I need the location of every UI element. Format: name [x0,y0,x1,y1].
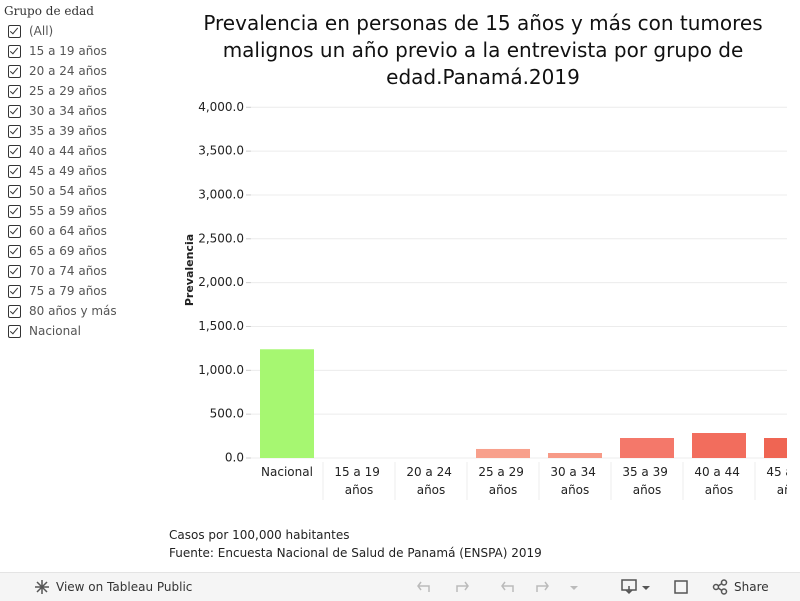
x-tick-label: Nacional [261,465,313,479]
share-icon [712,579,728,595]
x-tick-label: 20 a 24 años [406,465,455,497]
checkbox[interactable] [8,164,21,178]
filter-item-label: 25 a 29 años [29,84,107,98]
filter-item-label: 40 a 44 años [29,144,107,158]
share-button[interactable]: Share [712,579,769,595]
y-tick-label: 2,000.0 [198,275,244,289]
filter-item[interactable]: (All) [4,21,164,41]
y-axis-title: Prevalencia [183,234,196,306]
y-tick-label: 3,500.0 [198,144,244,158]
filter-item-label: 65 a 69 años [29,244,107,258]
filter-item[interactable]: 40 a 44 años [4,141,164,161]
tableau-icon [35,580,49,594]
checkbox[interactable] [8,264,21,278]
filter-item-label: 35 a 39 años [29,124,107,138]
filter-item[interactable]: Nacional [4,321,164,341]
checkbox[interactable] [8,44,21,58]
toolbar: View on Tableau Public Share [0,572,800,601]
x-tick-label: 40 a 44 años [694,465,743,497]
filter-item[interactable]: 35 a 39 años [4,121,164,141]
filter: Grupo de edad (All) 15 a 19 años 20 a 24 a… [4,4,164,341]
bar [692,433,746,458]
checkbox[interactable] [8,144,21,158]
checkbox[interactable] [8,304,21,318]
filter-item[interactable]: 55 a 59 años [4,201,164,221]
filter-item-label: 60 a 64 años [29,224,107,238]
note: Casos por 100,000 habitantes [169,528,350,542]
filter-item[interactable]: 15 a 19 años [4,41,164,61]
checkbox[interactable] [8,104,21,118]
y-tick-label: 0.0 [225,451,244,465]
checkbox[interactable] [8,184,21,198]
filter-item-label: 80 años y más [29,304,117,318]
bar [260,349,314,458]
chart-title: Prevalencia en personas de 15 años y más… [203,11,763,89]
view-label: View on Tableau Public [56,580,193,594]
filter-item-label: 70 a 74 años [29,264,107,278]
filter-item-label: 55 a 59 años [29,204,107,218]
bar [620,438,674,458]
filter-item-label: 50 a 54 años [29,184,107,198]
x-tick-label: 35 a 39 años [622,465,671,497]
filter-item[interactable]: 30 a 34 años [4,101,164,121]
checkbox[interactable] [8,204,21,218]
plot: Nacional 15 a 19 años 20 a 24 años 25 a 29 … [251,106,800,500]
filter-item-label: 30 a 34 años [29,104,107,118]
filter-item[interactable]: 20 a 24 años [4,61,164,81]
filter-item-label: Nacional [29,324,81,338]
download-fullscreen-icons[interactable] [620,578,700,596]
checkbox[interactable] [8,124,21,138]
filter-item-label: 15 a 19 años [29,44,107,58]
x-tick-label: 25 a 29 años [478,465,527,497]
undo-redo-icons[interactable] [415,578,585,596]
filter-item-label: 75 a 79 años [29,284,107,298]
checkbox[interactable] [8,244,21,258]
y-tick-label: 4,000.0 [198,100,244,114]
filter-item-label: 45 a 49 años [29,164,107,178]
checkbox[interactable] [8,324,21,338]
filter-item[interactable]: 50 a 54 años [4,181,164,201]
bar [476,448,530,458]
filter-item[interactable]: 60 a 64 años [4,221,164,241]
x-tick-label: 15 a 19 años [334,465,383,497]
checkbox[interactable] [8,84,21,98]
notes: Casos por 100,000 habitantes Fuente: Enc… [169,526,542,562]
checkbox[interactable] [8,224,21,238]
filter-item[interactable]: 25 a 29 años [4,81,164,101]
x-tick-label: 45 a 49 años [766,465,800,497]
filter-item[interactable]: 75 a 79 años [4,281,164,301]
share-label: Share [734,580,769,594]
checkbox[interactable] [8,64,21,78]
y-tick-label: 1,000.0 [198,363,244,377]
checkbox[interactable] [8,284,21,298]
filter-item-label: (All) [29,24,54,38]
filter-item-label: 20 a 24 años [29,64,107,78]
y-tick-label: 500.0 [210,407,244,421]
filter-item[interactable]: 80 años y más [4,301,164,321]
note: Fuente: Encuesta Nacional de Salud de Pa… [169,546,542,560]
y-tick-label: 1,500.0 [198,319,244,333]
bar [548,453,602,458]
chart: Prevalencia Nacional 15 a 19 años 20 a 24 … [183,100,800,500]
filter-title: Grupo de edad [4,4,94,18]
filter-item[interactable]: 45 a 49 años [4,161,164,181]
filter-item[interactable]: 65 a 69 años [4,241,164,261]
y-tick-label: 3,000.0 [198,187,244,201]
filter-list: (All) 15 a 19 años 20 a 24 años 25 a 29 año… [4,21,164,341]
checkbox[interactable] [8,24,21,38]
view-button[interactable]: View on Tableau Public [34,579,192,595]
filter-item[interactable]: 70 a 74 años [4,261,164,281]
x-tick-label: 30 a 34 años [550,465,599,497]
bar [764,438,787,458]
y-tick-label: 2,500.0 [198,231,244,245]
